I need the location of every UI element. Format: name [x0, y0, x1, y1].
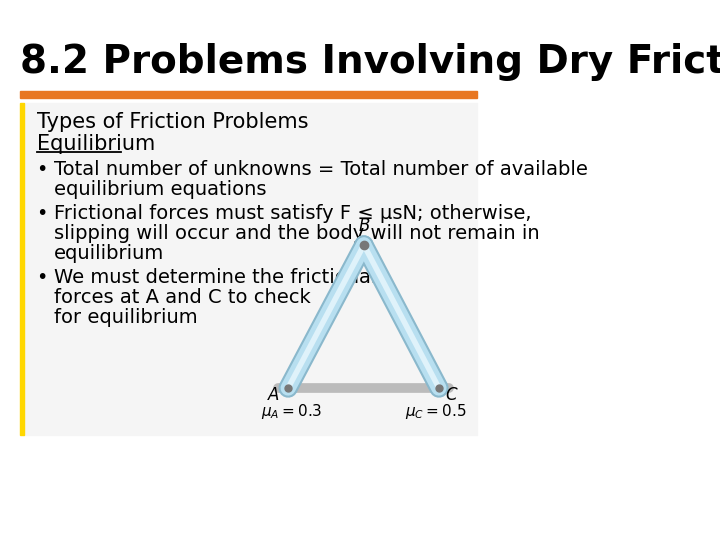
Text: $\mu_C = 0.5$: $\mu_C = 0.5$	[405, 402, 467, 421]
Text: for equilibrium: for equilibrium	[53, 308, 197, 327]
Text: equilibrium equations: equilibrium equations	[53, 180, 266, 199]
Text: Equilibrium: Equilibrium	[37, 134, 155, 154]
Text: Types of Friction Problems: Types of Friction Problems	[37, 112, 308, 132]
Text: Frictional forces must satisfy F ≤ μsN; otherwise,: Frictional forces must satisfy F ≤ μsN; …	[53, 204, 531, 223]
Text: Total number of unknowns = Total number of available: Total number of unknowns = Total number …	[53, 160, 588, 179]
Text: We must determine the frictional: We must determine the frictional	[53, 268, 376, 287]
Text: $\mu_A = 0.3$: $\mu_A = 0.3$	[261, 402, 323, 421]
Text: slipping will occur and the body will not remain in: slipping will occur and the body will no…	[53, 224, 539, 243]
Text: •: •	[36, 268, 48, 287]
Bar	[20, 103, 24, 435]
Text: C: C	[446, 386, 457, 404]
Text: •: •	[36, 204, 48, 223]
Text: •: •	[36, 160, 48, 179]
Text: A: A	[267, 386, 279, 404]
Text: B: B	[358, 217, 369, 235]
Text: 8.2 Problems Involving Dry Friction: 8.2 Problems Involving Dry Friction	[20, 43, 720, 81]
Text: equilibrium: equilibrium	[53, 244, 164, 263]
Bar	[20, 91, 477, 98]
Bar	[24, 103, 477, 435]
Text: forces at A and C to check: forces at A and C to check	[53, 288, 310, 307]
